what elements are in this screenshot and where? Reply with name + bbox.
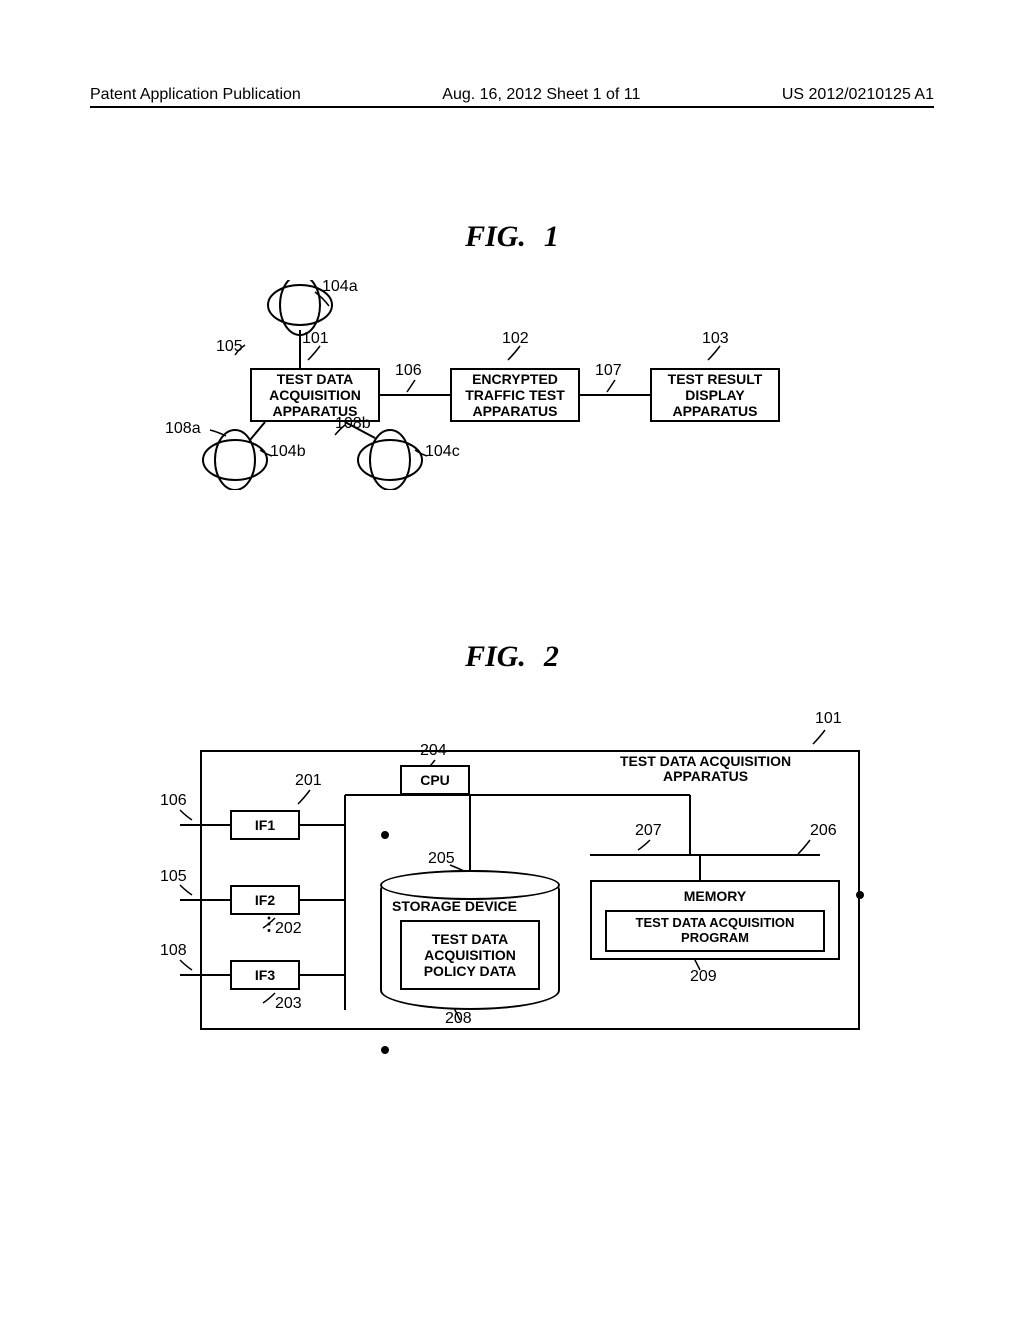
box-101-text: TEST DATA ACQUISITION APPARATUS [269, 371, 361, 419]
box-102: ENCRYPTED TRAFFIC TEST APPARATUS [450, 368, 580, 422]
box-program-text: TEST DATA ACQUISITION PROGRAM [636, 916, 795, 946]
label-102: 102 [502, 330, 529, 348]
box-102-text: ENCRYPTED TRAFFIC TEST APPARATUS [465, 371, 565, 419]
label-208: 208 [445, 1010, 472, 1028]
box-103-text: TEST RESULT DISPLAY APPARATUS [668, 371, 763, 419]
bus-dot [856, 891, 864, 899]
header-divider [90, 106, 934, 108]
label-104c: 104c [425, 443, 460, 461]
cloud-104c [358, 430, 422, 490]
label-outer-101: 101 [815, 710, 842, 728]
outer-text: TEST DATA ACQUISITION APPARATUS [620, 754, 791, 785]
label-105: 105 [216, 338, 243, 356]
box-if2-text: IF2 [255, 892, 275, 908]
label-ext-108: 108 [160, 942, 187, 960]
box-103: TEST RESULT DISPLAY APPARATUS [650, 368, 780, 422]
box-if1: IF1 [230, 810, 300, 840]
fig1-title-num: 1 [544, 220, 559, 253]
label-203: 203 [275, 995, 302, 1013]
cloud-104b [203, 430, 267, 490]
header-left: Patent Application Publication [90, 86, 301, 104]
label-204: 204 [420, 742, 447, 760]
fig1-title: FIG. 1 [0, 220, 1024, 254]
label-205: 205 [428, 850, 455, 868]
label-104b: 104b [270, 443, 306, 461]
label-ext-105: 105 [160, 868, 187, 886]
bus-dot [381, 831, 389, 839]
label-202: 202 [275, 920, 302, 938]
bus-dot [381, 1046, 389, 1054]
label-108b: 108b [335, 415, 371, 433]
label-206: 206 [810, 822, 837, 840]
box-if2: IF2 [230, 885, 300, 915]
label-207: 207 [635, 822, 662, 840]
label-108a: 108a [165, 420, 201, 438]
fig2-title-num: 2 [544, 640, 559, 673]
label-209: 209 [690, 968, 717, 986]
fig2-diagram: 101 TEST DATA ACQUISITION APPARATUS IF1 … [160, 710, 880, 1050]
label-201: 201 [295, 772, 322, 790]
storage-text: STORAGE DEVICE [392, 898, 517, 914]
fig2-title-prefix: FIG. [465, 640, 526, 673]
box-if3-text: IF3 [255, 967, 275, 983]
page-header: Patent Application Publication Aug. 16, … [0, 86, 1024, 104]
box-cpu: CPU [400, 765, 470, 795]
header-right: US 2012/0210125 A1 [782, 86, 934, 104]
label-ext-106: 106 [160, 792, 187, 810]
box-memory-text: MEMORY [684, 888, 746, 904]
fig1-title-prefix: FIG. [465, 220, 526, 253]
box-policy: TEST DATA ACQUISITION POLICY DATA [400, 920, 540, 990]
box-if3: IF3 [230, 960, 300, 990]
label-104a: 104a [322, 278, 358, 296]
box-if1-text: IF1 [255, 817, 275, 833]
box-policy-text: TEST DATA ACQUISITION POLICY DATA [424, 931, 517, 979]
fig1-diagram: TEST DATA ACQUISITION APPARATUS ENCRYPTE… [170, 280, 890, 490]
label-101: 101 [302, 330, 329, 348]
box-cpu-text: CPU [420, 772, 450, 788]
label-103: 103 [702, 330, 729, 348]
label-107: 107 [595, 362, 622, 380]
box-101: TEST DATA ACQUISITION APPARATUS [250, 368, 380, 422]
label-106: 106 [395, 362, 422, 380]
fig2-title: FIG. 2 [0, 640, 1024, 674]
header-center: Aug. 16, 2012 Sheet 1 of 11 [442, 86, 640, 104]
box-program: TEST DATA ACQUISITION PROGRAM [605, 910, 825, 952]
